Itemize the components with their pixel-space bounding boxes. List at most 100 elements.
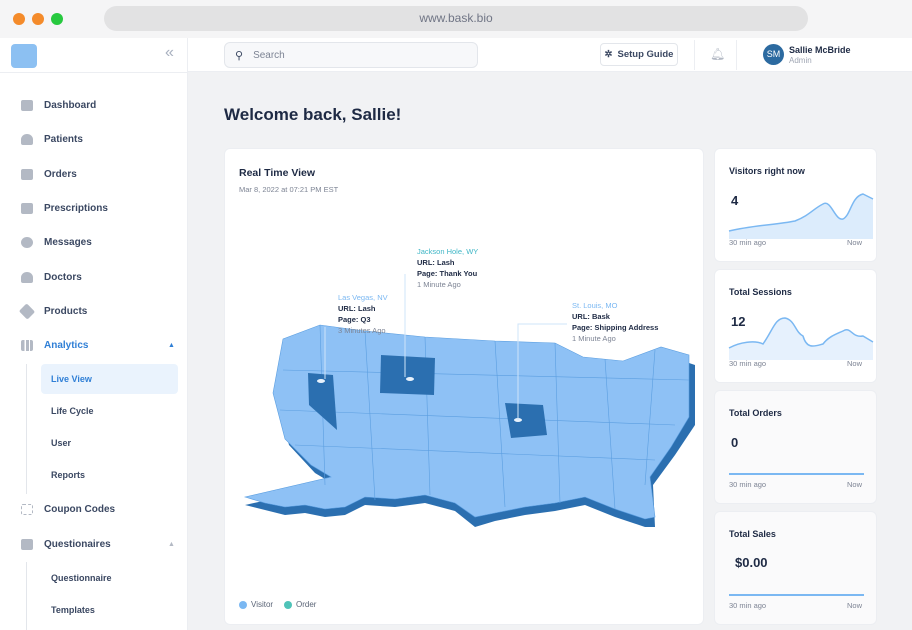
annotation-city: St. Louis, MO <box>572 301 618 310</box>
annotation-url: URL: Bask <box>572 312 610 321</box>
prescriptions-icon <box>21 202 33 214</box>
stat-title: Total Sessions <box>729 287 792 297</box>
map-states <box>243 324 690 520</box>
stat-card-sales: Total Sales $0.00 30 min ago Now <box>714 511 877 625</box>
sidebar-subitem-reports[interactable]: Reports <box>51 470 86 480</box>
orders-icon <box>21 168 33 180</box>
stat-to: Now <box>846 480 862 489</box>
sidebar-item-dashboard[interactable]: Dashboard <box>0 92 188 118</box>
annotation-url: URL: Lash <box>338 304 376 313</box>
divider <box>26 364 27 494</box>
stat-card-sessions: Total Sessions 12 30 min ago Now <box>714 269 877 383</box>
nevada-highlight <box>308 373 337 430</box>
stat-title: Total Sales <box>729 529 776 539</box>
patients-icon <box>21 133 33 145</box>
annotation-time: 3 Minutes Ago <box>338 326 386 335</box>
bell-icon[interactable]: 🔔︎ <box>710 47 726 61</box>
sidebar-subitem-templates[interactable]: Templates <box>51 605 95 615</box>
sidebar-subitem-questionnaire[interactable]: Questionnaire <box>51 573 112 583</box>
stat-from: 30 min ago <box>729 359 767 368</box>
chevron-up-icon: ▲ <box>168 341 175 349</box>
annotation-st-louis: St. Louis, MO URL: Bask Page: Shipping Add… <box>572 300 658 344</box>
sidebar-item-questionaires[interactable]: Questionaires ▲ <box>0 531 188 557</box>
stat-card-orders: Total Orders 0 30 min ago Now <box>714 390 877 504</box>
legend-order: Order <box>284 600 316 609</box>
stat-value: $0.00 <box>735 555 768 570</box>
sidebar-item-doctors[interactable]: Doctors <box>0 264 188 290</box>
messages-icon <box>21 236 33 248</box>
map-pin[interactable] <box>317 379 325 383</box>
search-input[interactable]: ⚲ Search <box>224 42 478 68</box>
sidebar-subitem-life-cycle[interactable]: Life Cycle <box>51 406 94 416</box>
bask-logo[interactable] <box>11 44 37 68</box>
sparkle-cursor-icon: ✲ <box>604 49 613 60</box>
sidebar-subitem-live-view[interactable]: Live View <box>41 364 178 394</box>
annotation-leaders <box>324 274 567 420</box>
order-dot <box>284 600 292 609</box>
sidebar-item-orders[interactable]: Orders <box>0 161 188 187</box>
stat-value: 0 <box>731 435 739 450</box>
missouri-highlight <box>505 403 547 438</box>
legend-label: Visitor <box>251 600 274 609</box>
maximize-window-button[interactable] <box>51 13 63 25</box>
bar-chart-icon <box>21 339 33 351</box>
stat-to: Now <box>846 238 862 247</box>
orders-flatline <box>729 473 864 475</box>
stat-from: 30 min ago <box>729 480 767 489</box>
card-title: Real Time View <box>239 167 316 179</box>
search-placeholder: Search <box>253 49 285 61</box>
user-name[interactable]: Sallie McBride <box>789 45 851 55</box>
us-map[interactable] <box>225 149 705 626</box>
setup-guide-button[interactable]: ✲ Setup Guide <box>600 43 678 66</box>
browser-chrome: www.bask.bio <box>0 0 912 38</box>
user-role: Admin <box>789 56 812 65</box>
page-title: Welcome back, Sallie! <box>224 105 402 124</box>
sidebar-item-coupon-codes[interactable]: Coupon Codes <box>0 496 188 522</box>
sidebar: « Dashboard Patients Orders Prescription… <box>0 38 188 630</box>
stat-from: 30 min ago <box>729 238 767 247</box>
clipboard-icon <box>21 538 33 550</box>
sidebar-item-products[interactable]: Products <box>0 298 188 324</box>
sidebar-item-prescriptions[interactable]: Prescriptions <box>0 195 188 221</box>
sidebar-item-analytics[interactable]: Analytics ▲ <box>0 332 188 358</box>
annotation-time: 1 Minute Ago <box>572 334 616 343</box>
legend-label: Order <box>296 600 317 609</box>
doctors-icon <box>21 271 33 283</box>
annotation-page: Page: Shipping Address <box>572 323 659 332</box>
stat-title: Visitors right now <box>729 166 805 176</box>
legend-visitor: Visitor <box>239 600 273 609</box>
annotation-url: URL: Lash <box>417 258 455 267</box>
real-time-view-card: Real Time View Mar 8, 2022 at 07:21 PM E… <box>224 148 704 625</box>
dashboard-icon <box>21 99 33 111</box>
visitors-sparkline <box>728 193 874 239</box>
map-pin[interactable] <box>406 377 414 381</box>
sales-flatline <box>729 594 864 596</box>
collapse-sidebar-icon[interactable]: « <box>165 44 174 61</box>
annotation-city: Las Vegas, NV <box>338 293 388 302</box>
stat-to: Now <box>846 601 862 610</box>
coupon-icon <box>21 503 33 515</box>
annotation-page: Page: Q3 <box>338 315 371 324</box>
sidebar-item-patients[interactable]: Patients <box>0 126 188 152</box>
sessions-sparkline <box>728 317 874 360</box>
tag-icon <box>18 302 36 320</box>
timestamp: Mar 8, 2022 at 07:21 PM EST <box>239 185 339 194</box>
divider <box>736 40 737 70</box>
stat-to: Now <box>846 359 862 368</box>
stat-from: 30 min ago <box>729 601 767 610</box>
stat-value: 12 <box>731 314 746 329</box>
top-header: ⚲ Search ✲ Setup Guide 🔔︎ SM Sallie McBrid… <box>188 38 912 72</box>
sidebar-subitem-user[interactable]: User <box>51 438 72 448</box>
divider <box>26 562 27 630</box>
close-window-button[interactable] <box>13 13 25 25</box>
setup-guide-label: Setup Guide <box>617 49 674 60</box>
annotation-jackson-hole: Jackson Hole, WY URL: Lash Page: Thank You… <box>417 246 478 290</box>
chevron-up-icon: ▲ <box>168 540 175 548</box>
annotation-city: Jackson Hole, WY <box>417 247 479 256</box>
sidebar-item-messages[interactable]: Messages <box>0 229 188 255</box>
divider <box>694 40 695 70</box>
address-bar[interactable]: www.bask.bio <box>104 6 808 31</box>
avatar[interactable]: SM <box>763 44 784 65</box>
annotation-time: 1 Minute Ago <box>417 280 461 289</box>
minimize-window-button[interactable] <box>32 13 44 25</box>
